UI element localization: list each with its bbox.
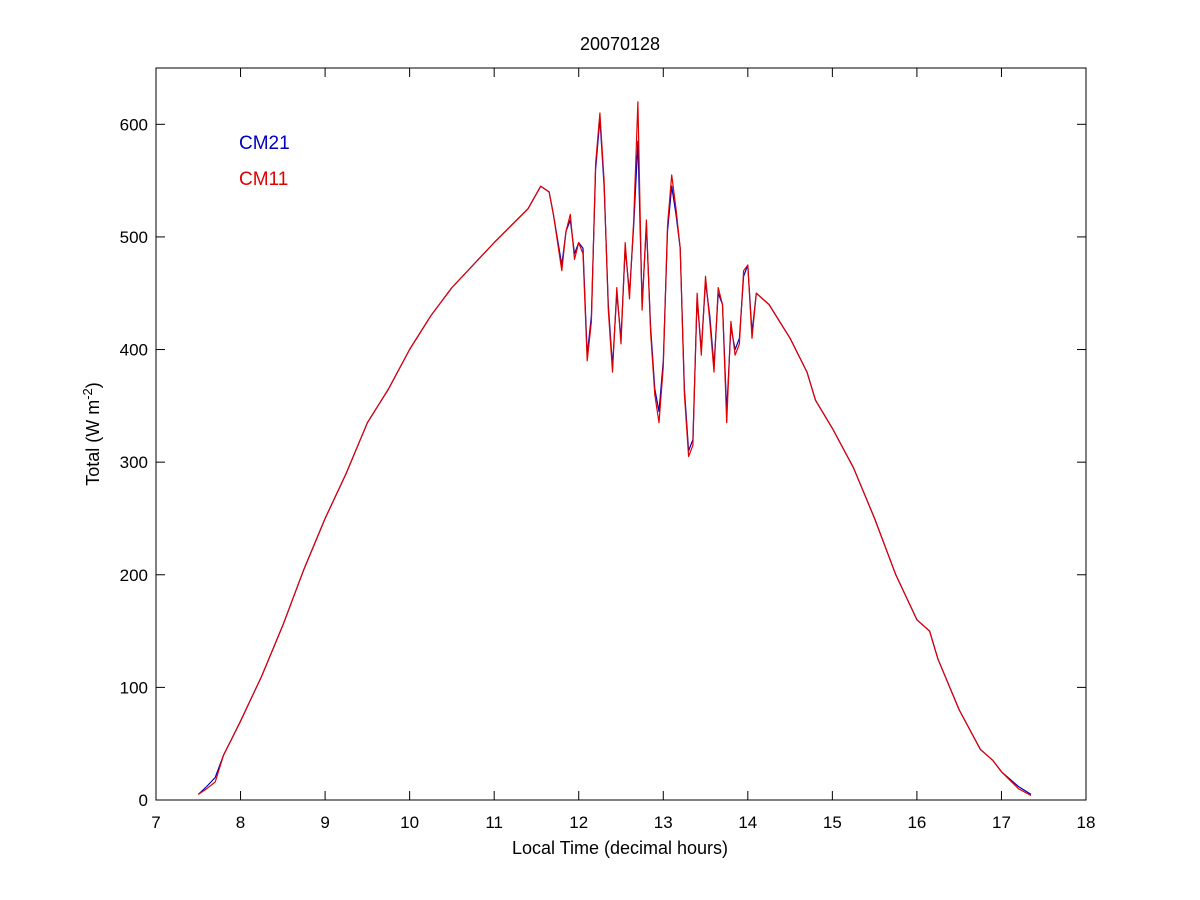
y-tick-label: 0 xyxy=(139,791,148,810)
y-tick-label: 100 xyxy=(120,678,148,697)
x-axis-title: Local Time (decimal hours) xyxy=(512,838,728,858)
y-tick-label: 600 xyxy=(120,115,148,134)
x-tick-label: 16 xyxy=(907,813,926,832)
y-axis-title: Total (W m-2) xyxy=(80,382,103,486)
x-axis-ticks: 7 8 9 10 11 12 13 14 15 16 17 18 xyxy=(151,68,1095,832)
x-tick-label: 15 xyxy=(823,813,842,832)
legend-entry-cm11: CM11 xyxy=(239,169,288,190)
y-axis-title-close: ) xyxy=(83,382,103,388)
y-axis-ticks: 0 100 200 300 400 500 600 xyxy=(120,115,1086,810)
x-tick-label: 18 xyxy=(1077,813,1096,832)
x-tick-label: 7 xyxy=(151,813,160,832)
legend-entry-cm21: CM21 xyxy=(239,133,290,154)
x-tick-label: 9 xyxy=(320,813,329,832)
series-layer xyxy=(197,101,1032,797)
chart-title: 20070128 xyxy=(580,34,660,54)
x-tick-label: 13 xyxy=(654,813,673,832)
x-tick-label: 12 xyxy=(569,813,588,832)
y-axis-title-main: Total (W m xyxy=(83,400,103,486)
y-tick-label: 400 xyxy=(120,341,148,360)
x-tick-label: 8 xyxy=(236,813,245,832)
x-tick-label: 17 xyxy=(992,813,1011,832)
x-tick-label: 14 xyxy=(738,813,757,832)
y-tick-label: 300 xyxy=(120,453,148,472)
x-tick-label: 11 xyxy=(485,813,503,832)
legend: CM21 CM11 xyxy=(239,133,290,190)
y-tick-label: 200 xyxy=(120,566,148,585)
y-axis-title-superscript: -2 xyxy=(80,388,95,400)
series-line-cm11 xyxy=(197,101,1032,797)
plot-frame xyxy=(155,67,1087,801)
y-tick-label: 500 xyxy=(120,228,148,247)
x-tick-label: 10 xyxy=(400,813,419,832)
